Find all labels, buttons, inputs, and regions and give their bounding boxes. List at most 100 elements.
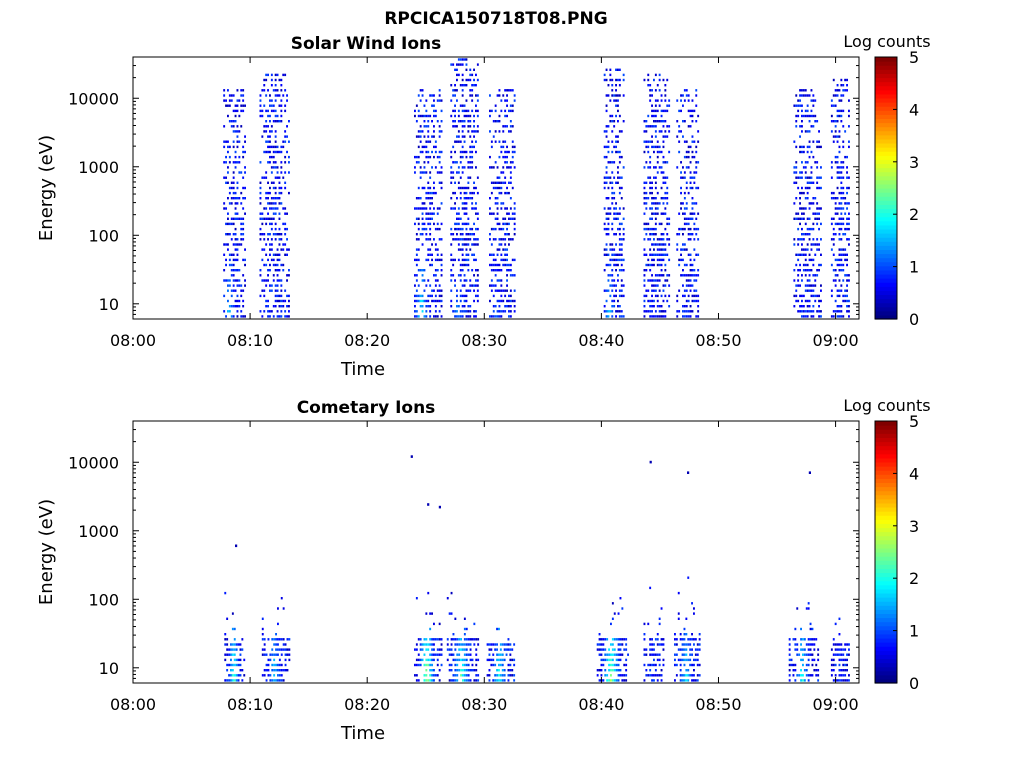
data-cell-c0 xyxy=(238,305,241,308)
data-cell-c9 xyxy=(832,658,835,662)
data-cell-c8 xyxy=(815,638,818,641)
data-cell-c2 xyxy=(427,299,430,303)
data-cell-c8 xyxy=(801,94,803,97)
data-cell-c8 xyxy=(794,638,797,641)
data-cell-c3 xyxy=(467,679,470,682)
data-cell-c8 xyxy=(801,212,803,215)
data-cell-c5 xyxy=(611,289,614,292)
data-cell-c0 xyxy=(236,248,239,251)
data-cell-c7 xyxy=(683,289,686,292)
data-cell-c8 xyxy=(808,274,811,277)
data-cell-c3 xyxy=(465,294,468,298)
data-cell-c6 xyxy=(649,253,652,256)
data-cell-c9 xyxy=(834,279,837,282)
data-cell-c1 xyxy=(277,638,279,641)
colorbar-segment xyxy=(875,637,897,643)
data-cell-c7 xyxy=(679,638,682,641)
data-cell-c7 xyxy=(683,643,686,646)
isolated-point xyxy=(687,471,690,474)
data-cell-c8 xyxy=(797,243,800,246)
data-cell-c6 xyxy=(666,253,669,256)
data-cell-c5 xyxy=(615,233,617,236)
data-cell-c4 xyxy=(496,212,499,215)
data-cell-c6 xyxy=(668,284,671,287)
data-cell-c6 xyxy=(660,269,663,272)
data-cell-c7 xyxy=(685,155,688,159)
colorbar-tick-label: 3 xyxy=(909,153,919,172)
data-cell-c8 xyxy=(795,181,798,184)
data-cell-c1 xyxy=(267,258,269,262)
data-cell-c7 xyxy=(683,263,686,267)
data-cell-c7 xyxy=(685,299,688,303)
data-cell-c0 xyxy=(236,202,239,205)
data-cell-c4 xyxy=(494,186,497,190)
data-cell-c2 xyxy=(440,653,443,656)
data-cell-c6 xyxy=(653,258,655,262)
data-cell-c0 xyxy=(240,191,243,195)
data-cell-c1 xyxy=(271,638,274,641)
data-cell-c1 xyxy=(282,305,285,308)
data-cell-c6 xyxy=(651,679,653,682)
data-cell-c9 xyxy=(838,109,841,113)
colorbar-segment xyxy=(875,429,897,434)
data-cell-c8 xyxy=(806,289,809,292)
data-cell-c2 xyxy=(427,648,430,651)
data-cell-c5 xyxy=(600,638,603,641)
data-cell-c0 xyxy=(224,643,227,646)
data-cell-c1 xyxy=(265,669,268,672)
data-cell-c6 xyxy=(656,653,659,656)
data-cell-c3 xyxy=(471,191,474,195)
x-tick-label: 08:40 xyxy=(578,331,624,350)
data-cell-c5 xyxy=(609,243,612,246)
data-cell-c9 xyxy=(846,299,848,303)
data-cell-c2 xyxy=(433,674,435,677)
data-cell-c0 xyxy=(233,653,236,656)
data-cell-c9 xyxy=(830,161,833,164)
data-cell-c6 xyxy=(643,120,646,123)
data-cell-c3 xyxy=(463,663,466,667)
data-cell-c0 xyxy=(231,669,234,672)
data-cell-c0 xyxy=(226,643,229,646)
data-cell-c6 xyxy=(649,89,652,92)
data-cell-c2 xyxy=(431,197,433,200)
data-cell-c2 xyxy=(438,99,441,102)
data-cell-c3 xyxy=(473,84,475,87)
data-cell-c0 xyxy=(240,202,243,205)
data-cell-c2 xyxy=(421,150,424,154)
data-cell-c2 xyxy=(423,161,426,164)
data-cell-c9 xyxy=(842,279,845,282)
data-cell-c3 xyxy=(448,669,451,672)
data-cell-c4 xyxy=(506,161,508,164)
data-cell-c3 xyxy=(473,315,475,318)
data-cell-c9 xyxy=(842,207,845,210)
data-cell-c5 xyxy=(605,94,608,97)
data-cell-c3 xyxy=(450,679,453,682)
data-cell-c2 xyxy=(434,269,437,272)
colorbar-segment xyxy=(875,642,897,647)
data-cell-c2 xyxy=(440,150,443,154)
data-cell-c4 xyxy=(492,186,495,190)
data-cell-c0 xyxy=(223,253,226,256)
data-cell-c9 xyxy=(834,94,837,97)
data-cell-c4 xyxy=(506,227,508,231)
data-cell-c1 xyxy=(284,135,287,138)
x-tick-label: 08:00 xyxy=(110,695,156,714)
data-cell-c3 xyxy=(461,78,464,82)
data-cell-c2 xyxy=(423,663,426,667)
data-cell-c1 xyxy=(273,643,276,646)
data-cell-c7 xyxy=(676,166,679,169)
data-cell-c4 xyxy=(504,99,507,102)
data-cell-c1 xyxy=(284,233,287,236)
data-cell-c2 xyxy=(429,94,432,97)
data-cell-c7 xyxy=(689,648,692,651)
data-cell-c6 xyxy=(651,181,653,184)
data-cell-c4 xyxy=(506,305,508,308)
data-cell-c3 xyxy=(452,653,455,656)
data-cell-c8 xyxy=(801,217,803,220)
data-cell-c3 xyxy=(454,109,456,113)
data-cell-c1 xyxy=(286,638,289,641)
data-cell-c5 xyxy=(613,663,616,667)
data-cell-c7 xyxy=(685,248,688,251)
data-cell-c2 xyxy=(421,233,424,236)
panel-title: Cometary Ions xyxy=(297,398,436,418)
